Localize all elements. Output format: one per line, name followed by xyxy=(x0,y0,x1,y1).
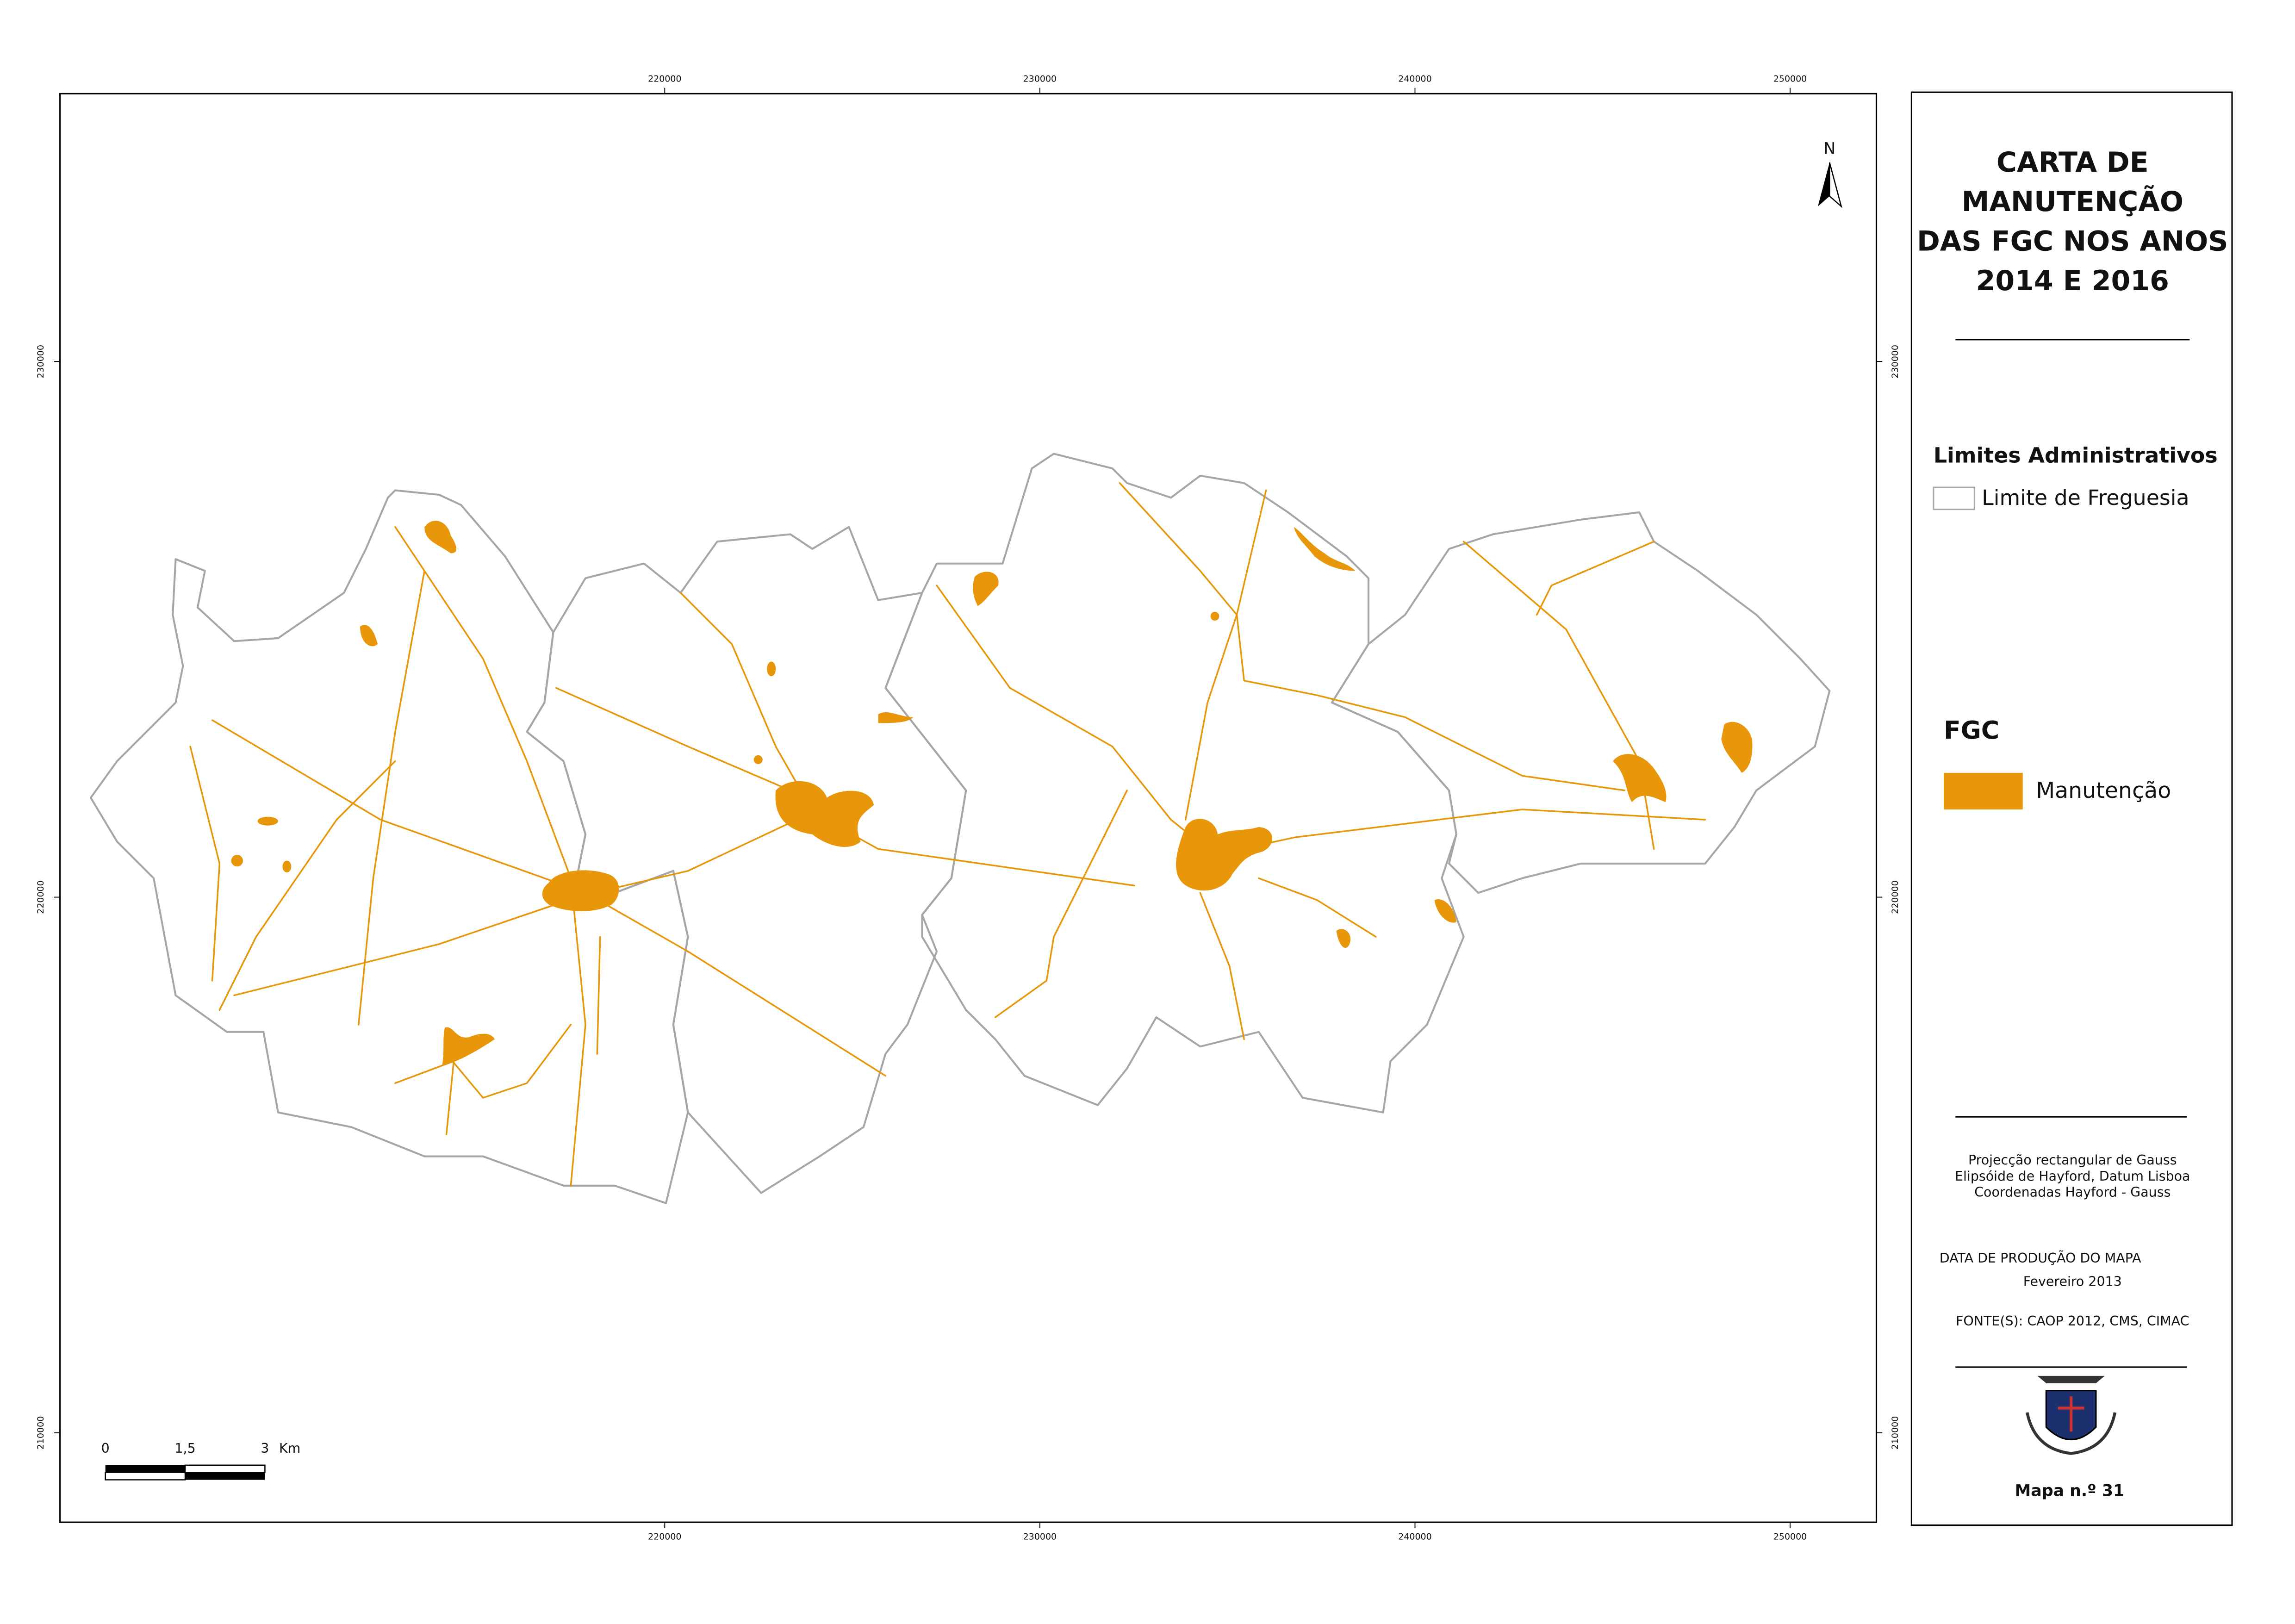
fgc-area xyxy=(542,870,619,911)
scale-label: 3 xyxy=(261,1441,269,1456)
x-tick-label: 230000 xyxy=(1023,1531,1057,1542)
fgc-strip xyxy=(233,811,1135,996)
fgc-strip xyxy=(1258,877,1377,938)
fgc-area xyxy=(1336,929,1351,948)
fgc-strip xyxy=(218,760,396,1011)
fgc-area xyxy=(360,625,378,647)
scale-bar: 0 1,5 3 Km xyxy=(101,1441,300,1481)
fgc-area xyxy=(442,1027,495,1066)
legend-label: Limite de Freguesia xyxy=(1982,485,2189,510)
fgc-area xyxy=(257,816,278,826)
fgc-strip xyxy=(994,790,1128,1018)
legend-heading: FGC xyxy=(1944,716,1999,745)
projection-note: Projecção rectangular de Gauss xyxy=(1968,1152,2177,1168)
scale-segment xyxy=(184,1464,266,1473)
scroll xyxy=(2026,1412,2117,1455)
fgc-area xyxy=(1434,899,1456,923)
fgc-area xyxy=(878,712,914,723)
fgc-strip xyxy=(394,526,586,1187)
projection-note: Coordenadas Hayford - Gauss xyxy=(1974,1185,2171,1200)
fgc-strip xyxy=(1236,614,1626,791)
fgc-strip xyxy=(936,585,1208,850)
y-tick-label: 230000 xyxy=(1890,345,1900,378)
sources-note: FONTE(S): CAOP 2012, CMS, CIMAC xyxy=(1956,1313,2189,1329)
scale-label: 1,5 xyxy=(174,1441,195,1456)
crown xyxy=(2037,1375,2105,1383)
title-line: CARTA DE xyxy=(1996,146,2149,179)
fgc-strip xyxy=(1536,541,1655,616)
fgc-strip xyxy=(1462,541,1655,850)
production-note: Fevereiro 2013 xyxy=(2023,1274,2122,1289)
x-tick-label: 250000 xyxy=(1773,74,1807,84)
x-tick-label: 240000 xyxy=(1398,74,1431,84)
fgc-strip xyxy=(358,570,425,1026)
y-tick-label: 210000 xyxy=(36,1416,46,1450)
title-line: 2014 E 2016 xyxy=(1976,265,2169,297)
legend-label: Manutenção xyxy=(2036,778,2171,803)
fgc-area xyxy=(1721,722,1753,773)
projection-note: Elipsóide de Hayford, Datum Lisboa xyxy=(1955,1169,2190,1184)
title-line: MANUTENÇÃO xyxy=(1962,185,2183,218)
fgc-strip xyxy=(679,592,806,799)
x-tick-label: 230000 xyxy=(1023,74,1057,84)
fgc-area xyxy=(1613,754,1667,803)
y-tick-label: 230000 xyxy=(36,345,46,378)
scale-label: 0 xyxy=(101,1441,110,1456)
map-number: Mapa n.º 31 xyxy=(2015,1482,2125,1500)
parish xyxy=(1331,511,1831,894)
fgc-strip xyxy=(189,746,221,982)
north-arrow xyxy=(1829,162,1842,208)
fgc-area xyxy=(973,572,999,606)
fgc-area xyxy=(753,755,763,764)
fgc-strip xyxy=(555,687,791,791)
shield-cross xyxy=(2058,1396,2084,1432)
fgc-area xyxy=(424,521,457,554)
scale-unit: Km xyxy=(279,1441,300,1456)
legend-swatch xyxy=(1933,486,1975,510)
legend-swatch xyxy=(1943,772,2023,809)
fgc-area xyxy=(282,860,292,872)
fgc-area xyxy=(775,781,874,847)
fgc-area xyxy=(767,661,776,677)
x-tick-label: 250000 xyxy=(1773,1531,1807,1542)
map-frame xyxy=(59,93,1878,1523)
x-tick-label: 220000 xyxy=(648,74,681,84)
title-line: DAS FGC NOS ANOS xyxy=(1917,225,2228,258)
x-tick-label: 220000 xyxy=(648,1531,681,1542)
parish xyxy=(884,453,1465,1114)
y-tick-label: 210000 xyxy=(1890,1416,1900,1450)
fgc-strip xyxy=(1119,482,1238,616)
fgc-area xyxy=(1210,612,1219,621)
scale-segment xyxy=(105,1465,186,1473)
coat-of-arms xyxy=(2026,1375,2117,1455)
legend-heading: Limites Administrativos xyxy=(1934,442,2218,467)
fgc-area xyxy=(231,855,243,867)
fgc-features xyxy=(189,482,1753,1187)
fgc-strip xyxy=(596,936,601,1055)
x-tick-label: 240000 xyxy=(1398,1531,1431,1542)
fgc-strip xyxy=(445,1024,572,1099)
y-tick-label: 220000 xyxy=(1890,880,1900,914)
fgc-area xyxy=(1176,819,1273,891)
scale-segment xyxy=(105,1472,186,1481)
fgc-strip xyxy=(1199,892,1245,1040)
north-label: N xyxy=(1823,140,1835,158)
fgc-strip xyxy=(1184,489,1267,821)
fgc-area xyxy=(1294,527,1356,571)
production-note: DATA DE PRODUÇÃO DO MAPA xyxy=(1940,1251,2141,1266)
y-tick-label: 220000 xyxy=(36,880,46,914)
scale-segment xyxy=(185,1472,265,1480)
